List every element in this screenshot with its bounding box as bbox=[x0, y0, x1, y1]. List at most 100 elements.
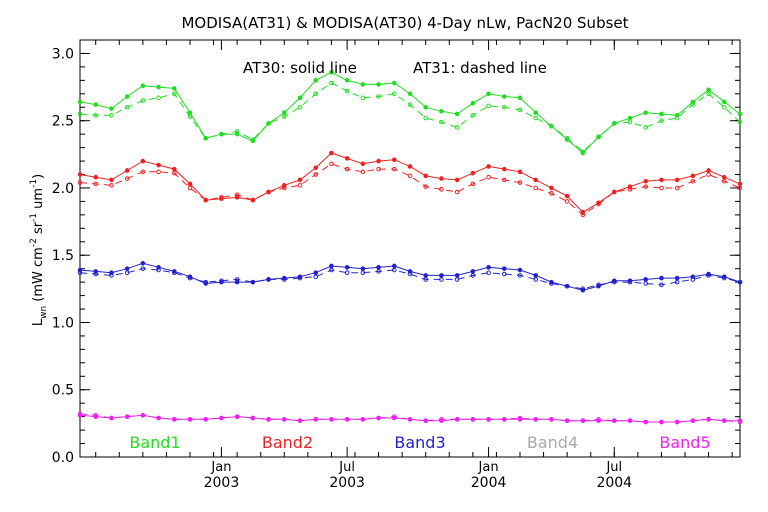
band3-dashed-point bbox=[297, 275, 303, 281]
band1-dashed-point bbox=[454, 125, 460, 130]
band1-dashed-point bbox=[596, 134, 601, 140]
y-label-sup1: -2 bbox=[29, 238, 39, 247]
band3-dashed-point bbox=[93, 271, 99, 277]
band2-dashed-point bbox=[391, 166, 397, 172]
band5-dashed-point bbox=[407, 417, 413, 422]
band2-dashed-line bbox=[79, 163, 741, 216]
band5-dashed-point bbox=[721, 418, 727, 423]
band5-dashed-point bbox=[219, 415, 224, 421]
y-tick-label: 0.5 bbox=[52, 383, 74, 399]
band1-solid-point bbox=[281, 110, 287, 115]
legend-band3: Band3 bbox=[394, 433, 445, 452]
band2-dashed-point bbox=[627, 187, 633, 192]
legend-band2: Band2 bbox=[262, 433, 313, 452]
band3-dashed-point bbox=[659, 282, 664, 288]
band2-dashed-point bbox=[93, 181, 99, 187]
band1-dashed-point bbox=[297, 104, 303, 110]
band1-dashed-point bbox=[706, 91, 711, 97]
band1-dashed-point bbox=[360, 95, 366, 101]
band3-dashed-point bbox=[281, 277, 287, 282]
band1-dashed-point bbox=[376, 94, 381, 99]
band5-dashed-point bbox=[77, 411, 83, 417]
band5-dashed-point bbox=[439, 417, 444, 422]
band2-solid-point bbox=[501, 166, 507, 172]
band2-solid-point bbox=[313, 165, 319, 171]
band1-dashed-point bbox=[219, 131, 224, 137]
band5-dashed-point bbox=[124, 414, 130, 419]
band3-solid-point bbox=[659, 275, 664, 281]
band2-solid-point bbox=[344, 156, 350, 161]
band5-dashed-point bbox=[596, 417, 601, 422]
band3-series bbox=[77, 260, 743, 293]
band2-dashed-point bbox=[596, 201, 601, 207]
band1-solid-point bbox=[187, 110, 193, 115]
band2-dashed-point bbox=[643, 184, 649, 189]
band5-dashed-point bbox=[297, 418, 303, 423]
band1-dashed-point bbox=[439, 119, 444, 125]
band3-dashed-point bbox=[501, 271, 507, 277]
band3-dashed-point bbox=[737, 279, 743, 285]
band5-dashed-point bbox=[171, 417, 177, 422]
band2-dashed-point bbox=[407, 173, 413, 179]
band2-dashed-point bbox=[580, 212, 586, 218]
band2-dashed-point bbox=[439, 187, 444, 192]
band3-dashed-point bbox=[234, 277, 240, 282]
band5-dashed-point bbox=[391, 414, 397, 419]
band3-dashed-point bbox=[266, 277, 271, 282]
y-label-a: (mW cm bbox=[31, 247, 46, 306]
band2-dashed-point bbox=[297, 182, 303, 188]
band1-solid-point bbox=[721, 99, 727, 105]
band3-dashed-point bbox=[344, 270, 350, 276]
band3-solid-point bbox=[674, 275, 680, 281]
y-label-c: um bbox=[31, 188, 46, 213]
band3-dashed-point bbox=[219, 278, 224, 284]
band5-dashed-point bbox=[580, 418, 586, 423]
band1-dashed-point bbox=[187, 114, 193, 119]
band5-dashed-point bbox=[517, 415, 523, 421]
y-label-l: L bbox=[31, 318, 46, 326]
band2-dashed-point bbox=[171, 170, 177, 176]
band2-solid-point bbox=[156, 162, 161, 168]
band1-solid-point bbox=[706, 87, 711, 93]
band1-dashed-point bbox=[203, 135, 209, 141]
x-tick-year: 2003 bbox=[329, 475, 365, 491]
band1-dashed-point bbox=[737, 119, 743, 125]
band1-solid-point bbox=[643, 110, 649, 115]
band3-dashed-point bbox=[627, 279, 633, 285]
y-tick-label: 2.0 bbox=[52, 181, 74, 197]
band1-dashed-point bbox=[344, 88, 350, 94]
band2-dashed-point bbox=[486, 174, 491, 180]
y-axis: 0.0 0.5 1.0 1.5 2.0 2.5 3.0 bbox=[52, 46, 740, 466]
band1-dashed-line bbox=[79, 82, 741, 153]
band2-solid-point bbox=[187, 181, 193, 187]
x-tick-year: 2003 bbox=[204, 475, 240, 491]
band2-dashed-point bbox=[109, 182, 114, 188]
band3-dashed-point bbox=[171, 270, 177, 276]
band2-dashed-point bbox=[706, 172, 711, 177]
band1-solid-point bbox=[391, 80, 397, 86]
band3-dashed-point bbox=[124, 270, 130, 276]
band1-solid-point bbox=[77, 99, 83, 105]
band5-dashed-point bbox=[486, 417, 491, 422]
band1-dashed-point bbox=[674, 115, 680, 121]
band5-dashed-point bbox=[454, 417, 460, 422]
band2-solid-point bbox=[486, 164, 491, 169]
band1-dashed-point bbox=[313, 91, 319, 97]
band2-dashed-point bbox=[77, 180, 83, 185]
annotation-dashed: AT31: dashed line bbox=[413, 59, 547, 77]
band2-solid-point bbox=[439, 176, 444, 181]
band3-solid-point bbox=[423, 273, 429, 278]
band3-solid-point bbox=[454, 273, 460, 278]
band2-dashed-point bbox=[344, 166, 350, 172]
y-label-sup3: -1 bbox=[29, 179, 39, 188]
band3-dashed-point bbox=[156, 267, 161, 273]
band3-dashed-point bbox=[580, 286, 586, 292]
band3-dashed-point bbox=[250, 279, 256, 285]
band2-dashed-point bbox=[156, 169, 161, 175]
band1-solid-point bbox=[533, 110, 539, 115]
band2-dashed-point bbox=[721, 178, 727, 184]
band3-solid-point bbox=[360, 266, 366, 271]
band1-dashed-point bbox=[329, 80, 334, 86]
band2-dashed-point bbox=[250, 197, 256, 203]
band5-dashed-point bbox=[533, 417, 539, 422]
